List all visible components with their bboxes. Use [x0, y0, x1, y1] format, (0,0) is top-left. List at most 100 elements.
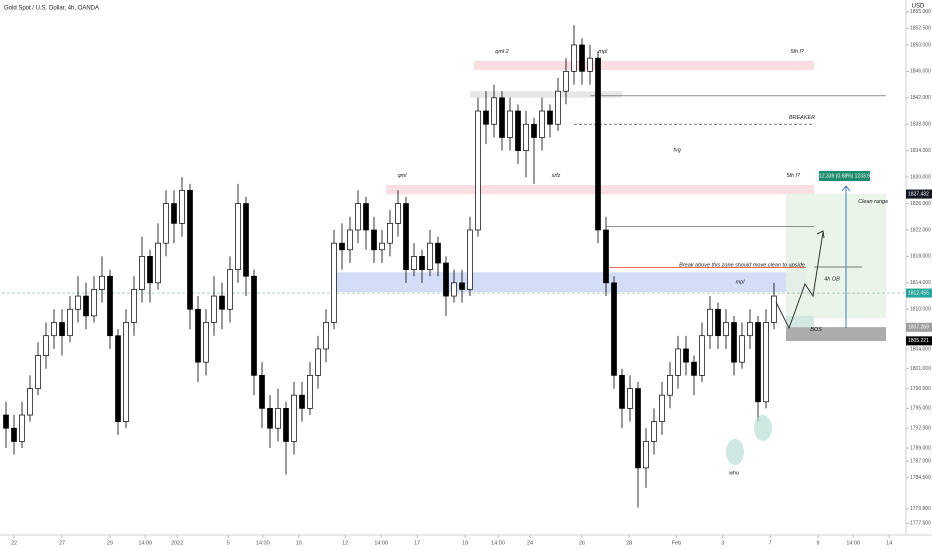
- candle-body: [675, 348, 681, 376]
- candle-body: [427, 242, 433, 270]
- annotation: whu: [729, 471, 739, 477]
- y-tick-label: 1787.000: [910, 459, 931, 465]
- measure-label: 12.339 (0.68%) 1233.9: [819, 173, 870, 179]
- y-tick-label: 1814.000: [910, 280, 931, 286]
- candle-body: [387, 223, 393, 244]
- zone: [786, 327, 886, 341]
- candle-body: [443, 262, 449, 297]
- annotation: BOS: [810, 327, 822, 333]
- candle-body: [467, 229, 473, 290]
- candle-body: [763, 322, 769, 403]
- candle-body: [163, 203, 169, 244]
- zone: [470, 91, 622, 98]
- candle-body: [235, 203, 241, 270]
- annotation: srfz: [552, 173, 561, 179]
- x-tick-label: 22: [11, 540, 17, 546]
- y-tick-label: 1779.800: [910, 506, 931, 512]
- x-tick-label: 14:00: [846, 540, 860, 546]
- candle-body: [59, 322, 65, 337]
- zone: [786, 315, 814, 328]
- y-tick-label: 1830.000: [910, 174, 931, 180]
- x-tick-label: 2022: [171, 540, 183, 546]
- candle-body: [43, 335, 49, 356]
- candle-body: [339, 242, 345, 251]
- candle-body: [411, 256, 417, 270]
- candle-body: [91, 289, 97, 317]
- candle-body: [395, 203, 401, 224]
- x-tick-label: 12: [342, 540, 348, 546]
- candle-body: [203, 322, 209, 363]
- candle-body: [499, 97, 505, 138]
- highlight-circle: [726, 439, 744, 465]
- y-tick-label: 1801.000: [910, 366, 931, 372]
- price-label-box: [906, 336, 932, 346]
- price-label: 1827.432: [908, 191, 929, 197]
- candle-body: [11, 427, 17, 442]
- x-tick-label: 27: [59, 540, 65, 546]
- candle-body: [403, 203, 409, 270]
- candle-body: [603, 229, 609, 284]
- candle-body: [27, 388, 33, 416]
- zone: [786, 193, 886, 319]
- annotation: mpl: [598, 49, 608, 55]
- candle-body: [283, 408, 289, 442]
- candle-body: [643, 441, 649, 469]
- candle-body: [307, 375, 313, 409]
- x-tick-label: 9: [816, 540, 819, 546]
- candle-body: [347, 229, 353, 251]
- candle-body: [611, 282, 617, 376]
- candle-body: [635, 388, 641, 469]
- candle-body: [171, 203, 177, 224]
- price-label-box: [906, 322, 932, 332]
- x-tick-label: 7: [768, 540, 771, 546]
- x-tick-label: Feb: [672, 540, 681, 546]
- candle-body: [419, 256, 425, 270]
- price-label-box: [906, 189, 932, 199]
- candle-body: [731, 322, 737, 363]
- arrow-head: [816, 230, 825, 239]
- x-tick-label: 19: [462, 540, 468, 546]
- candle-body: [571, 44, 577, 72]
- candle-body: [547, 110, 553, 125]
- annotation: BREAKER: [789, 115, 815, 121]
- candle-body: [291, 394, 297, 442]
- x-tick-label: 17: [414, 540, 420, 546]
- candle-body: [475, 110, 481, 231]
- candle-body: [627, 388, 633, 409]
- x-tick-label: 14:00: [256, 540, 270, 546]
- measure-box: [819, 171, 870, 181]
- candle-body: [555, 90, 561, 125]
- candle-body: [115, 335, 121, 422]
- price-label-box: [906, 288, 932, 298]
- y-tick-label: 1804.000: [910, 346, 931, 352]
- zone: [474, 60, 814, 71]
- candle-body: [491, 97, 497, 125]
- candle-body: [355, 203, 361, 231]
- y-tick-label: 1842.000: [910, 95, 931, 101]
- price-label: 1812.455: [908, 290, 929, 296]
- candle-body: [179, 189, 185, 224]
- annotation: fvg: [674, 147, 682, 153]
- candle-body: [739, 335, 745, 363]
- candle-body: [659, 394, 665, 422]
- candle-body: [755, 322, 761, 403]
- candle-body: [459, 282, 465, 290]
- candle-body: [243, 203, 249, 277]
- candle-body: [539, 110, 545, 138]
- candle-body: [123, 322, 129, 422]
- candle-body: [19, 414, 25, 442]
- candle-body: [691, 361, 697, 376]
- candle-body: [667, 375, 673, 396]
- x-tick-label: 14:00: [491, 540, 505, 546]
- candle-body: [211, 295, 217, 323]
- annotation: 4h OB: [824, 276, 840, 282]
- y-tick-label: 1810.000: [910, 307, 931, 313]
- x-tick-label: 29: [107, 540, 113, 546]
- y-tick-label: 1850.000: [910, 42, 931, 48]
- annotation: qml 2: [495, 49, 508, 55]
- y-tick-label: 1777.600: [910, 521, 931, 527]
- currency: USD: [912, 4, 925, 10]
- candle-body: [299, 394, 305, 409]
- chart-title: Gold Spot / U.S. Dollar, 4h, OANDA: [4, 6, 99, 12]
